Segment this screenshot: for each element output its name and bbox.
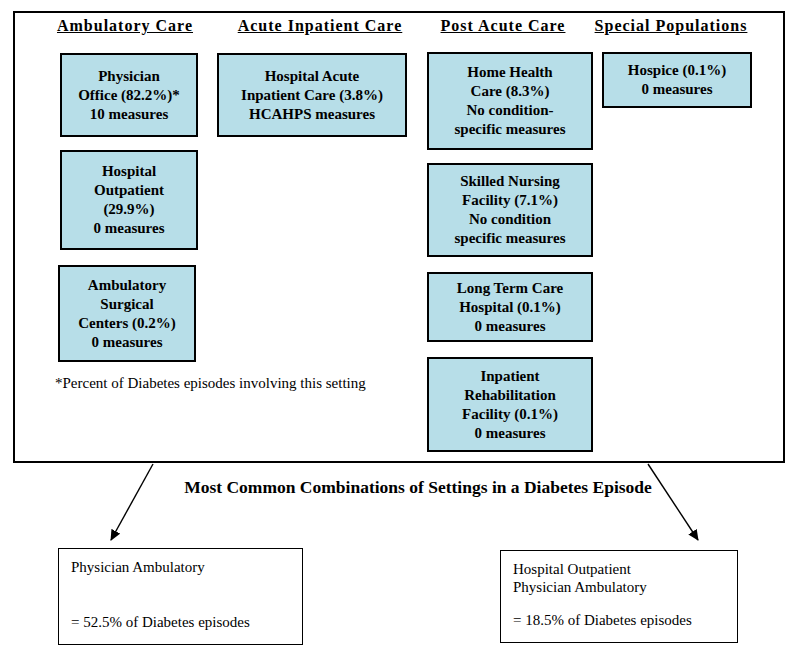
column-heading-ambulatory-care: Ambulatory Care bbox=[40, 17, 210, 35]
combination-settings-list: Physician Ambulatory bbox=[71, 558, 290, 576]
setting-box-inpatient-rehabilitation-facility: Inpatient Rehabilitation Facility (0.1%)… bbox=[427, 357, 593, 452]
setting-box-hospital-acute-inpatient-care: Hospital Acute Inpatient Care (3.8%) HCA… bbox=[217, 53, 407, 137]
column-heading-special-populations: Special Populations bbox=[585, 17, 757, 35]
setting-box-skilled-nursing-facility: Skilled Nursing Facility (7.1%) No condi… bbox=[427, 163, 593, 257]
combination-percentage: = 52.5% of Diabetes episodes bbox=[71, 613, 290, 631]
arrow-right-combination bbox=[648, 464, 698, 540]
setting-box-physician-office: Physician Office (82.2%)* 10 measures bbox=[60, 53, 198, 137]
footnote: *Percent of Diabetes episodes involving … bbox=[55, 375, 366, 392]
combination-settings-list: Hospital Outpatient Physician Ambulatory bbox=[513, 560, 725, 596]
column-heading-post-acute-care: Post Acute Care bbox=[418, 17, 588, 35]
setting-box-home-health-care: Home Health Care (8.3%) No condition- sp… bbox=[427, 52, 593, 150]
combination-box-hospital-outpatient-physician-ambulatory: Hospital Outpatient Physician Ambulatory… bbox=[500, 550, 738, 643]
arrow-left-combination bbox=[111, 464, 153, 540]
combination-box-physician-ambulatory: Physician Ambulatory = 52.5% of Diabetes… bbox=[58, 548, 303, 645]
column-heading-acute-inpatient-care: Acute Inpatient Care bbox=[225, 17, 415, 35]
setting-box-hospital-outpatient: Hospital Outpatient (29.9%) 0 measures bbox=[60, 150, 198, 250]
setting-box-long-term-care-hospital: Long Term Care Hospital (0.1%) 0 measure… bbox=[427, 272, 593, 342]
page: Ambulatory Care Acute Inpatient Care Pos… bbox=[0, 0, 795, 663]
setting-box-hospice: Hospice (0.1%) 0 measures bbox=[602, 52, 752, 108]
combinations-title: Most Common Combinations of Settings in … bbox=[98, 477, 738, 498]
setting-box-ambulatory-surgical-centers: Ambulatory Surgical Centers (0.2%) 0 mea… bbox=[58, 265, 196, 362]
combination-percentage: = 18.5% of Diabetes episodes bbox=[513, 611, 725, 629]
